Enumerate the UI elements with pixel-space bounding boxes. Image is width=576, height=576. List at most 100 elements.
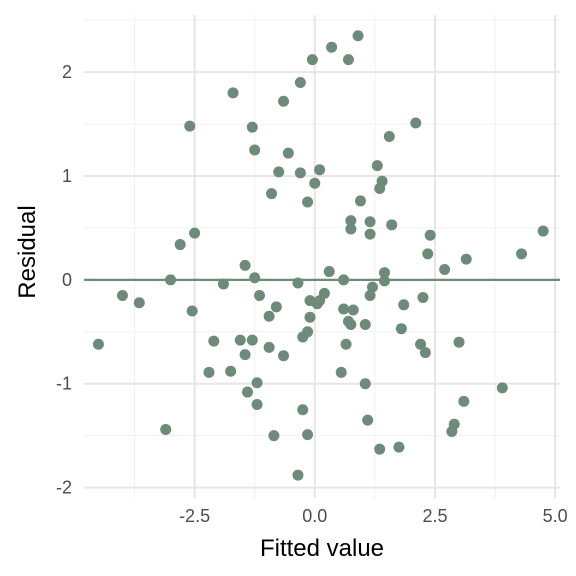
data-point	[359, 319, 371, 331]
data-point	[537, 225, 549, 237]
data-point	[314, 164, 326, 176]
data-point	[217, 278, 229, 290]
data-point	[278, 95, 290, 107]
data-point	[395, 323, 407, 335]
data-point	[263, 310, 275, 322]
data-point	[318, 287, 330, 299]
data-point	[448, 418, 460, 430]
minor-gridlines	[84, 15, 560, 498]
data-point	[366, 281, 378, 293]
data-point	[302, 196, 314, 208]
data-point	[326, 41, 338, 53]
data-point	[241, 386, 253, 398]
data-point	[246, 334, 258, 346]
data-point	[302, 326, 314, 338]
data-point	[352, 30, 364, 42]
data-point	[364, 289, 376, 301]
data-point	[345, 223, 357, 235]
data-point	[458, 395, 470, 407]
data-point	[364, 228, 376, 240]
data-point	[415, 338, 427, 350]
data-point	[383, 131, 395, 143]
data-point	[516, 248, 528, 260]
data-point	[398, 299, 410, 311]
data-point	[345, 215, 357, 227]
data-point	[347, 304, 359, 316]
y-tick-label: -2	[56, 478, 72, 498]
data-point	[278, 350, 290, 362]
data-point	[338, 303, 350, 315]
y-axis-tick-labels: -2 -1 0 1 2	[56, 62, 72, 497]
y-tick-label: -1	[56, 374, 72, 394]
data-point	[297, 404, 309, 416]
data-point	[184, 120, 196, 132]
data-point	[410, 117, 422, 129]
scatter-points	[92, 30, 549, 481]
data-point	[189, 227, 201, 239]
data-point	[362, 414, 374, 426]
data-point	[249, 272, 261, 284]
y-tick-label: 1	[62, 166, 72, 186]
data-point	[266, 188, 278, 200]
data-point	[116, 289, 128, 301]
y-tick-label: 2	[62, 62, 72, 82]
data-point	[208, 335, 220, 347]
data-point	[160, 423, 172, 435]
data-point	[133, 297, 145, 309]
data-point	[424, 229, 436, 241]
data-point	[354, 195, 366, 207]
data-point	[345, 319, 357, 331]
data-point	[225, 365, 237, 377]
data-point	[422, 248, 434, 260]
data-point	[292, 469, 304, 481]
data-point	[273, 166, 285, 178]
data-point	[292, 277, 304, 289]
data-point	[253, 289, 265, 301]
data-point	[270, 301, 282, 313]
data-point	[302, 429, 314, 441]
x-tick-label: 2.5	[422, 506, 447, 526]
data-point	[246, 121, 258, 133]
data-point	[186, 305, 198, 317]
data-point	[227, 87, 239, 99]
x-axis-tick-labels: -2.5 0.0 2.5 5.0	[179, 506, 568, 526]
data-point	[496, 382, 508, 394]
data-point	[340, 338, 352, 350]
y-tick-label: 0	[62, 270, 72, 290]
data-point	[453, 336, 465, 348]
data-point	[374, 443, 386, 455]
data-point	[282, 147, 294, 159]
data-point	[304, 311, 316, 323]
data-point	[439, 263, 451, 275]
data-point	[249, 144, 261, 156]
data-point	[239, 349, 251, 361]
data-point	[309, 177, 321, 189]
y-axis-title: Residual	[14, 205, 41, 298]
data-point	[203, 366, 215, 378]
x-tick-label: -2.5	[179, 506, 210, 526]
data-point	[234, 334, 246, 346]
major-gridlines	[84, 15, 560, 498]
x-tick-label: 0.0	[302, 506, 327, 526]
data-point	[294, 167, 306, 179]
data-point	[364, 216, 376, 228]
data-point	[174, 239, 186, 251]
data-point	[371, 160, 383, 172]
data-point	[386, 219, 398, 231]
data-point	[342, 54, 354, 66]
data-point	[335, 366, 347, 378]
data-point	[393, 441, 405, 453]
x-axis-title: Fitted value	[260, 535, 384, 562]
data-point	[338, 274, 350, 286]
data-point	[294, 77, 306, 89]
data-point	[263, 341, 275, 353]
data-point	[251, 377, 263, 389]
data-point	[268, 430, 280, 442]
data-point	[251, 399, 263, 411]
x-tick-label: 5.0	[543, 506, 568, 526]
data-point	[419, 347, 431, 359]
data-point	[165, 274, 177, 286]
data-point	[92, 338, 104, 350]
